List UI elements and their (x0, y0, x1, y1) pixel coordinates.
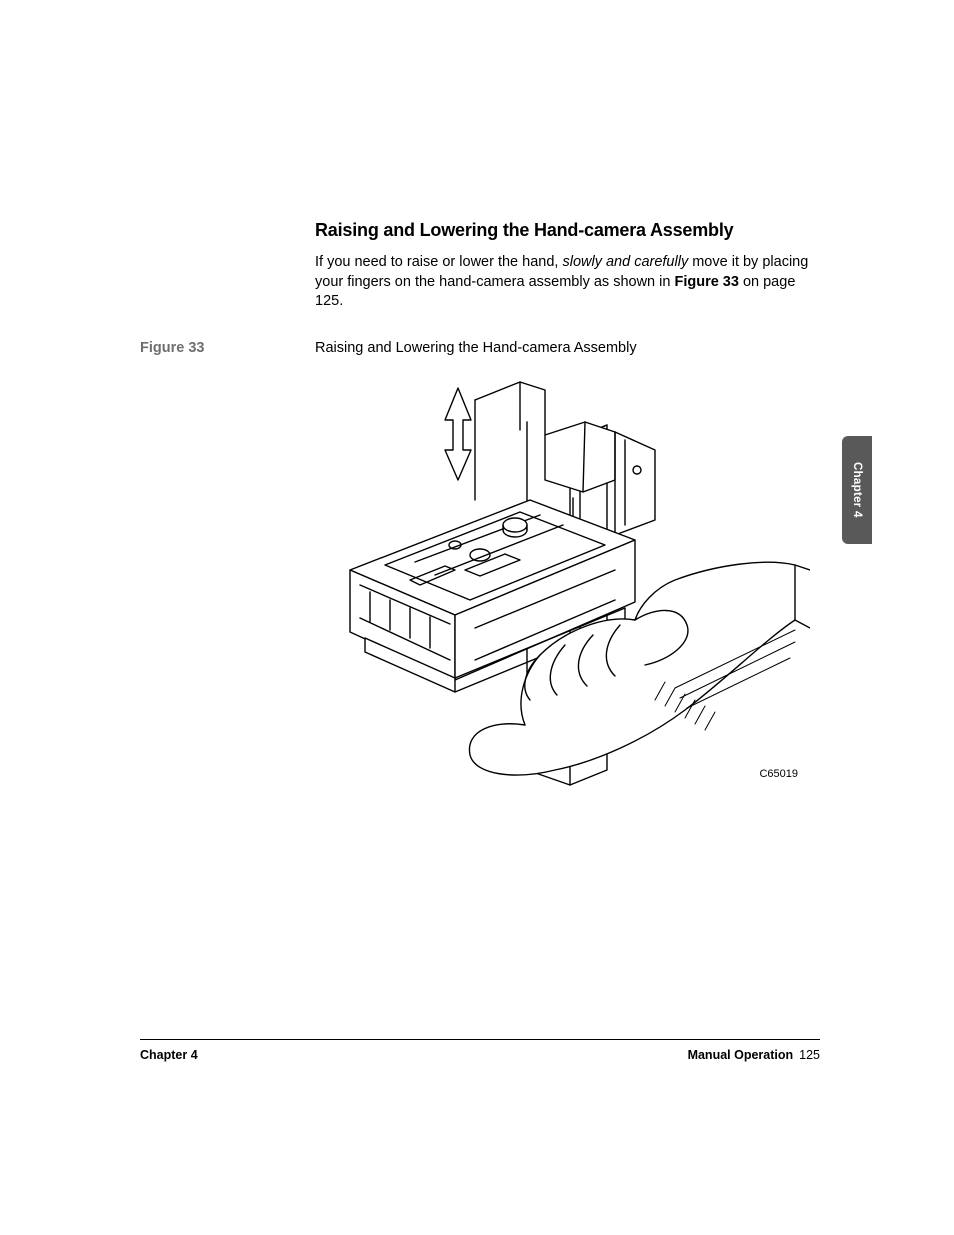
body-paragraph: If you need to raise or lower the hand, … (315, 253, 810, 312)
up-down-arrow-icon (445, 388, 471, 480)
page-footer: Chapter 4 Manual Operation 125 (140, 1039, 820, 1062)
section-heading: Raising and Lowering the Hand-camera Ass… (315, 220, 810, 241)
figure-caption: Raising and Lowering the Hand-camera Ass… (315, 340, 637, 356)
body-emphasis: slowly and carefully (562, 254, 688, 270)
footer-page-number: 125 (799, 1048, 820, 1062)
footer-chapter: Chapter 4 (140, 1048, 198, 1062)
footer-right: Manual Operation 125 (688, 1048, 820, 1062)
side-tab-label: Chapter 4 (851, 462, 863, 518)
body-text-1: If you need to raise or lower the hand, (315, 254, 562, 270)
chapter-side-tab: Chapter 4 (842, 436, 872, 544)
footer-section-title: Manual Operation (688, 1048, 794, 1062)
figure-label: Figure 33 (140, 340, 315, 356)
drawing-id-label: C65019 (759, 768, 798, 780)
hand-camera-assembly-drawing (315, 370, 810, 790)
figure-header-row: Figure 33 Raising and Lowering the Hand-… (140, 340, 810, 356)
figure-illustration: C65019 (315, 370, 810, 790)
figure-reference: Figure 33 (674, 274, 738, 290)
